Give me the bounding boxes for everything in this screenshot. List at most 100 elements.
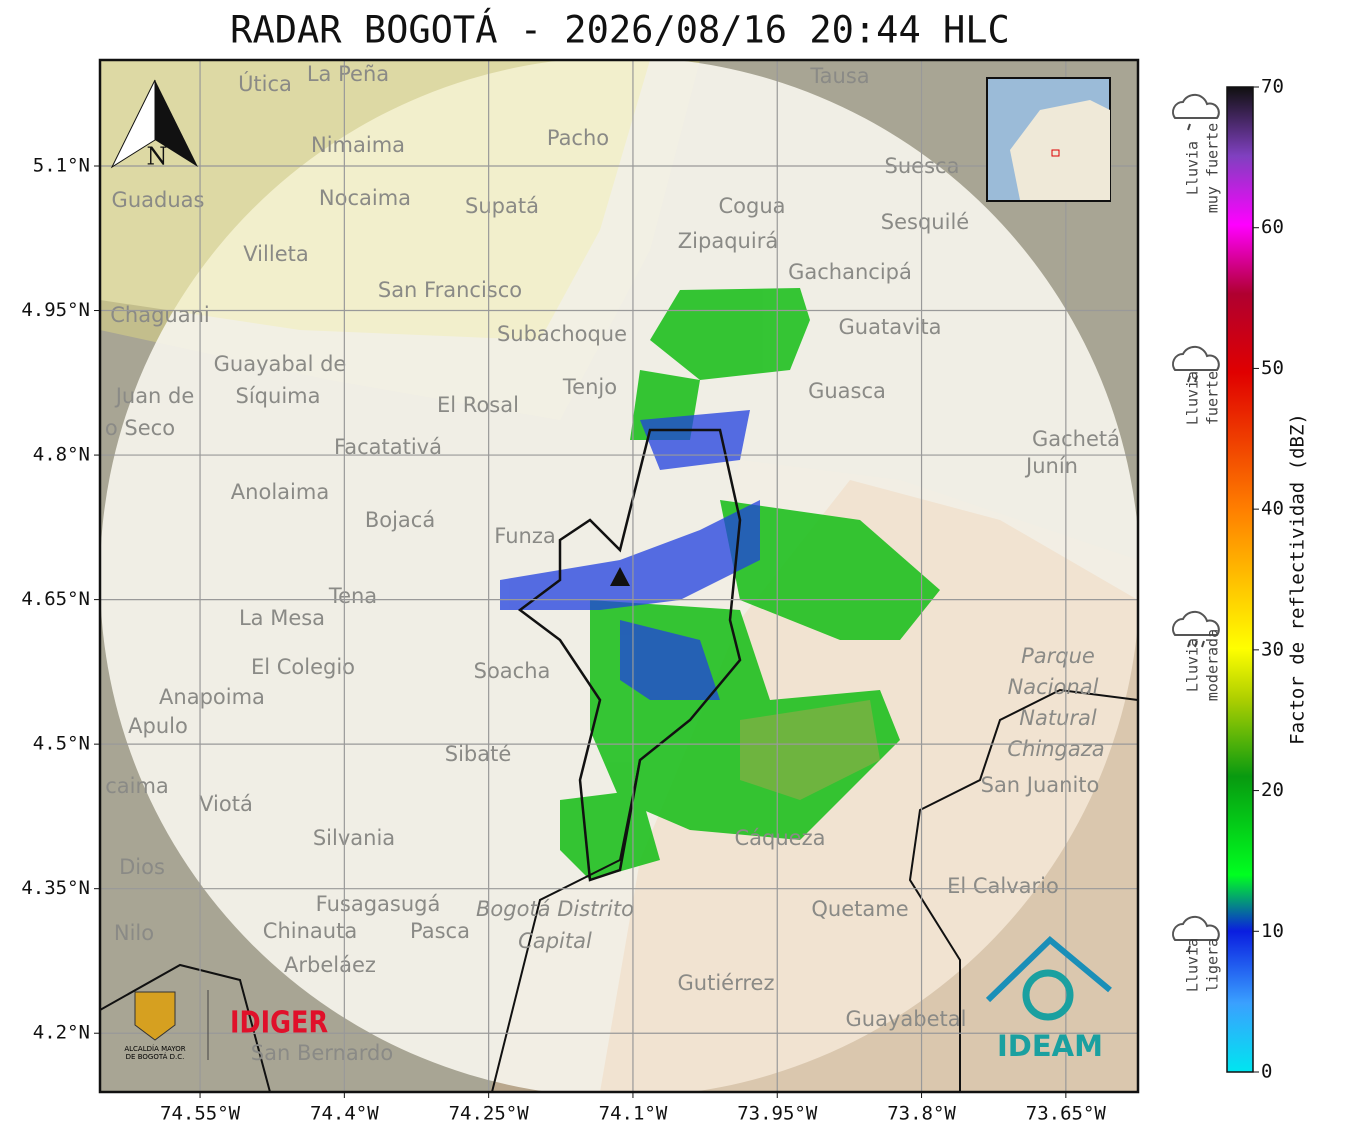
rain-legend-label: ligera: [1204, 938, 1222, 992]
y-tick-label: 4.2°N: [33, 1022, 90, 1044]
rain-drop: [1187, 640, 1191, 648]
place-label: Quetame: [811, 897, 908, 921]
colorbar: [1226, 86, 1254, 1073]
place-label: Nimaima: [311, 133, 405, 157]
place-label: Anapoima: [159, 685, 265, 709]
colorbar-tick-label: 40: [1261, 498, 1284, 520]
logo-ideam: IDEAM: [985, 935, 1112, 1063]
x-tick-label: 74.1°W: [599, 1103, 668, 1125]
place-label: Chaguani: [110, 303, 210, 327]
place-label: Bojacá: [365, 508, 435, 532]
place-label: La Mesa: [239, 606, 325, 630]
place-label: Guayabal de: [214, 352, 347, 376]
cloud: [1172, 93, 1220, 119]
y-tick-label: 4.95°N: [21, 299, 90, 321]
place-label: Tausa: [809, 64, 869, 88]
rain-drop: [1194, 640, 1198, 648]
place-label: Pasca: [410, 919, 470, 943]
place-label: Junín: [1024, 454, 1078, 478]
cloud: [1172, 345, 1220, 371]
place-label: Anolaima: [231, 480, 329, 504]
title: RADAR BOGOTÁ - 2026/08/16 20:44 HLC: [230, 8, 1010, 52]
colorbar-tick-label: 60: [1261, 216, 1284, 238]
place-label: Nacional: [1008, 675, 1099, 699]
colorbar-tick-label: 70: [1261, 76, 1284, 98]
place-label: Guayabetal: [846, 1007, 967, 1031]
place-label: Gutiérrez: [678, 971, 775, 995]
inset-map: [986, 77, 1111, 202]
place-label: Soacha: [474, 659, 551, 683]
place-label: Parque: [1021, 644, 1095, 668]
place-label: Cogua: [718, 194, 785, 218]
rain-legend-label: muy fuerte: [1204, 123, 1222, 213]
x-tick-label: 73.8°W: [887, 1103, 956, 1125]
place-label: San Francisco: [378, 278, 522, 302]
place-label: Gachetá: [1032, 427, 1120, 451]
colorbar-label: Factor de reflectividad (dBZ): [1287, 413, 1309, 745]
logo-text: ALCALDÍA MAYOR: [124, 1044, 185, 1053]
place-label: Funza: [494, 524, 555, 548]
y-tick-label: 4.5°N: [33, 733, 90, 755]
map-frame: [98, 58, 1140, 1094]
rain-legend-label: Lluvia: [1184, 638, 1202, 692]
y-tick-label: 4.65°N: [21, 588, 90, 610]
place-label: Chingaza: [1007, 737, 1104, 761]
cloud: [1172, 915, 1220, 941]
rain-drop: [1187, 375, 1191, 383]
place-label: San Bernardo: [251, 1041, 393, 1065]
colorbar-tick-label: 30: [1261, 638, 1284, 660]
rain-drop: [1201, 640, 1205, 648]
place-label: Juan de: [114, 384, 195, 408]
rain-drop: [1194, 375, 1198, 383]
place-label: Subachoque: [497, 322, 627, 346]
x-tick-label: 74.25°W: [449, 1103, 530, 1125]
logo-idiger: IDIGER: [230, 1005, 328, 1041]
place-label: El Rosal: [437, 393, 519, 417]
place-label: Silvania: [313, 826, 395, 850]
place-label: Bogotá Distrito: [476, 897, 634, 921]
place-label: Villeta: [243, 242, 308, 266]
place-label: Zipaquirá: [678, 229, 778, 253]
y-tick-label: 4.8°N: [33, 444, 90, 466]
rain-legend-label: moderada: [1204, 629, 1222, 701]
place-label: San Juanito: [981, 773, 1100, 797]
rain-icon: [1172, 915, 1220, 953]
rain-drop: [1187, 123, 1191, 131]
place-label: Pacho: [547, 126, 609, 150]
rain-legend-label: Lluvia: [1184, 371, 1202, 425]
place-label: Fusagasugá: [316, 892, 441, 916]
place-label: Capital: [518, 929, 592, 953]
rain-legend-label: fuerte: [1204, 371, 1222, 425]
place-label: Sesquilé: [881, 210, 969, 234]
place-label: Arbeláez: [284, 953, 376, 977]
place-label: La Peña: [307, 62, 389, 86]
place-label: Chinauta: [263, 919, 357, 943]
y-tick-label: 4.35°N: [21, 877, 90, 899]
place-label: Viotá: [199, 792, 253, 816]
x-tick-label: 73.95°W: [737, 1103, 818, 1125]
place-label: Natural: [1019, 706, 1097, 730]
x-tick-label: 74.55°W: [160, 1103, 241, 1125]
place-label: Tenjo: [562, 375, 617, 399]
colorbar-tick-label: 0: [1261, 1061, 1272, 1083]
place-label: Cáqueza: [735, 826, 826, 850]
place-label: El Calvario: [947, 874, 1059, 898]
cloud: [1172, 610, 1220, 636]
rain-icon: [1172, 93, 1220, 131]
place-label: Síquima: [236, 384, 321, 408]
rain-icon: [1172, 345, 1220, 383]
place-label: Gachancipá: [788, 260, 912, 284]
logo-alcaldia: ALCALDÍA MAYOR DE BOGOTÁ D.C. IDIGER: [124, 990, 328, 1061]
north-label: N: [147, 143, 168, 171]
place-label: Nocaima: [319, 186, 411, 210]
place-label: Apulo: [128, 714, 188, 738]
rain-legend-label: Lluvia: [1184, 938, 1202, 992]
place-label: Guatavita: [839, 315, 942, 339]
colorbar-tick-label: 50: [1261, 357, 1284, 379]
logo-ideam-text: IDEAM: [997, 1029, 1103, 1063]
place-label: Útica: [238, 71, 292, 96]
place-label: Guasca: [808, 379, 886, 403]
place-label: Nilo: [114, 921, 154, 945]
rain-drop: [1187, 945, 1191, 953]
